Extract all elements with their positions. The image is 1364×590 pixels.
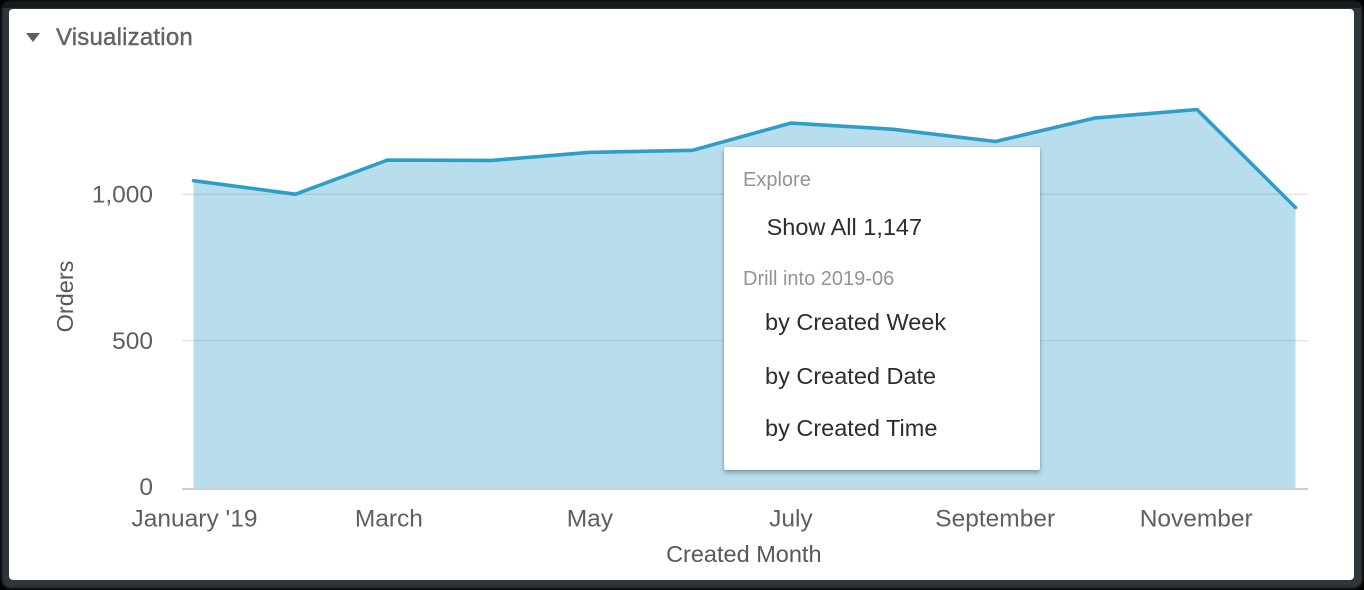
- svg-text:May: May: [567, 506, 614, 533]
- svg-text:September: September: [935, 506, 1055, 533]
- svg-text:November: November: [1140, 506, 1253, 533]
- svg-text:July: July: [769, 506, 813, 533]
- svg-text:1,000: 1,000: [92, 182, 153, 209]
- svg-text:0: 0: [139, 474, 153, 501]
- svg-text:January '19: January '19: [132, 506, 258, 533]
- svg-text:March: March: [355, 506, 423, 533]
- svg-text:Orders: Orders: [52, 261, 78, 333]
- svg-text:Created Month: Created Month: [666, 541, 821, 567]
- svg-text:500: 500: [112, 328, 153, 355]
